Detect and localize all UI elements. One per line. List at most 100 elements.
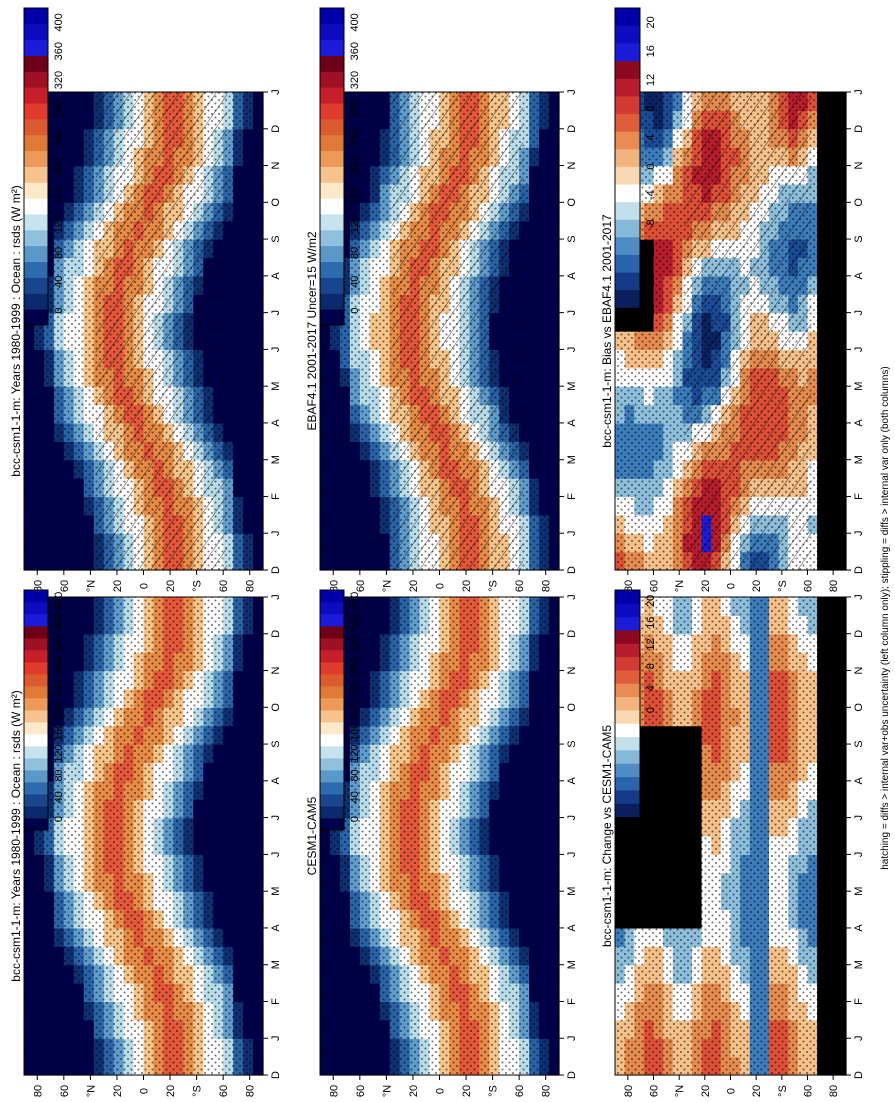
colorbar-swatch [615,643,640,658]
colorbar-frame [319,7,345,326]
colorbar-tick-label: 200 [53,701,65,719]
x-tick-label: A [853,419,865,427]
colorbar-tick-label: 80 [349,247,361,259]
colorbar-swatch [320,150,344,167]
colorbar-swatch [320,87,344,104]
colorbar-tick-label: 0 [53,816,65,822]
colorbar-swatch [615,25,640,44]
colorbar-swatch [615,272,640,291]
colorbar-swatch [24,590,48,603]
y-tick-label: 60 [218,580,230,592]
colorbar-swatch [320,818,344,831]
x-tick-label: J [270,852,282,858]
colorbar-swatch [24,782,48,795]
x-tick-label: D [270,630,282,638]
colorbar-swatch [24,261,48,278]
colorbar-swatch [615,166,640,185]
x-tick-label: J [566,530,578,536]
colorbar-swatch [615,630,640,644]
x-tick-label: M [270,382,282,391]
x-tick-label: M [853,382,865,391]
colorbar-swatch [320,71,344,88]
y-tick-label: 20 [461,1085,473,1097]
y-tick-label: 80 [32,580,44,592]
colorbar-tick-label: 320 [53,71,65,89]
x-tick-label: A [270,924,282,932]
colorbar-swatch [320,309,344,326]
y-tick-label: 80 [541,1085,553,1097]
colorbar-swatch [320,214,344,231]
colorbar-tick-label: -16 [645,274,657,290]
colorbar-swatch [615,696,640,711]
colorbar-swatch [320,118,344,136]
colorbar-tick-label: 120 [53,215,65,233]
x-tick-label: M [566,887,578,896]
y-tick-label: °S [488,580,500,592]
x-tick-label: A [566,924,578,932]
colorbar-swatch [615,78,640,97]
y-tick-label: °N [85,1085,97,1097]
colorbar-swatch [24,818,48,831]
y-tick-label: 80 [541,580,553,592]
colorbar-swatch [24,166,48,183]
x-tick-label: F [566,998,578,1005]
y-tick-label: 80 [623,1085,635,1097]
x-tick-label: M [566,455,578,464]
colorbar-tick-label: 200 [349,157,361,175]
colorbar-tick-label: 240 [349,679,361,697]
colorbar-swatch [320,782,344,795]
colorbar-tick-label: 20 [645,16,657,28]
y-tick-label: 60 [514,1085,526,1097]
stippling [320,597,559,1075]
colorbar-tick-label: 200 [53,157,65,175]
x-tick-label: J [566,594,578,600]
colorbar-swatch [320,198,344,215]
x-tick-label: F [566,493,578,500]
colorbar-tick-label: 8 [645,106,657,112]
colorbar-tick-label: 40 [53,791,65,803]
y-tick-label: 60 [355,1085,367,1097]
x-tick-label: D [853,630,865,638]
y-tick-label: 20 [461,580,473,592]
x-tick-label: A [853,272,865,280]
colorbar-tick-label: 280 [349,657,361,675]
colorbar: 20 16 12 8 4 0 -4 -8 -12 -16 -20 [614,7,657,326]
colorbar: 20 16 12 8 4 0 -4 -8 -12 -16 -20 [614,589,657,831]
y-tick-label: °N [85,580,97,592]
x-tick-label: M [566,382,578,391]
colorbar-swatch [24,8,48,25]
y-tick-label: 80 [245,580,257,592]
panel-title: EBAF4.1 2001-2017 Uncer=15 W/m2 [305,231,319,430]
y-tick-label: 0 [726,1088,738,1094]
colorbar-tick-label: -8 [645,749,657,759]
colorbar-swatch [320,182,344,199]
x-tick-label: J [853,347,865,353]
colorbar-swatch [615,603,640,618]
colorbar-tick-label: 240 [53,129,65,147]
x-tick-label: J [270,347,282,353]
colorbar-swatch [24,698,48,711]
x-tick-label: N [270,667,282,675]
colorbar-tick-label: 16 [645,45,657,57]
x-tick-label: S [566,740,578,747]
colorbar-tick-label: 280 [349,100,361,118]
colorbar-swatch [320,698,344,711]
y-tick-label: 60 [514,580,526,592]
x-tick-label: M [270,960,282,969]
y-tick-label: 20 [700,1085,712,1097]
colorbar-swatch [24,198,48,215]
colorbar-swatch [24,602,48,615]
x-tick-label: J [853,530,865,536]
colorbar-swatch [24,277,48,294]
colorbar-swatch [24,758,48,771]
colorbar-swatch [615,307,640,326]
colorbar-tick-label: 8 [645,663,657,669]
colorbar-swatch [320,602,344,615]
x-tick-label: M [566,960,578,969]
y-tick-label: 60 [59,580,71,592]
colorbar-swatch [320,23,344,41]
colorbar-tick-label: 40 [349,276,361,288]
colorbar-tick-label: -20 [645,303,657,319]
